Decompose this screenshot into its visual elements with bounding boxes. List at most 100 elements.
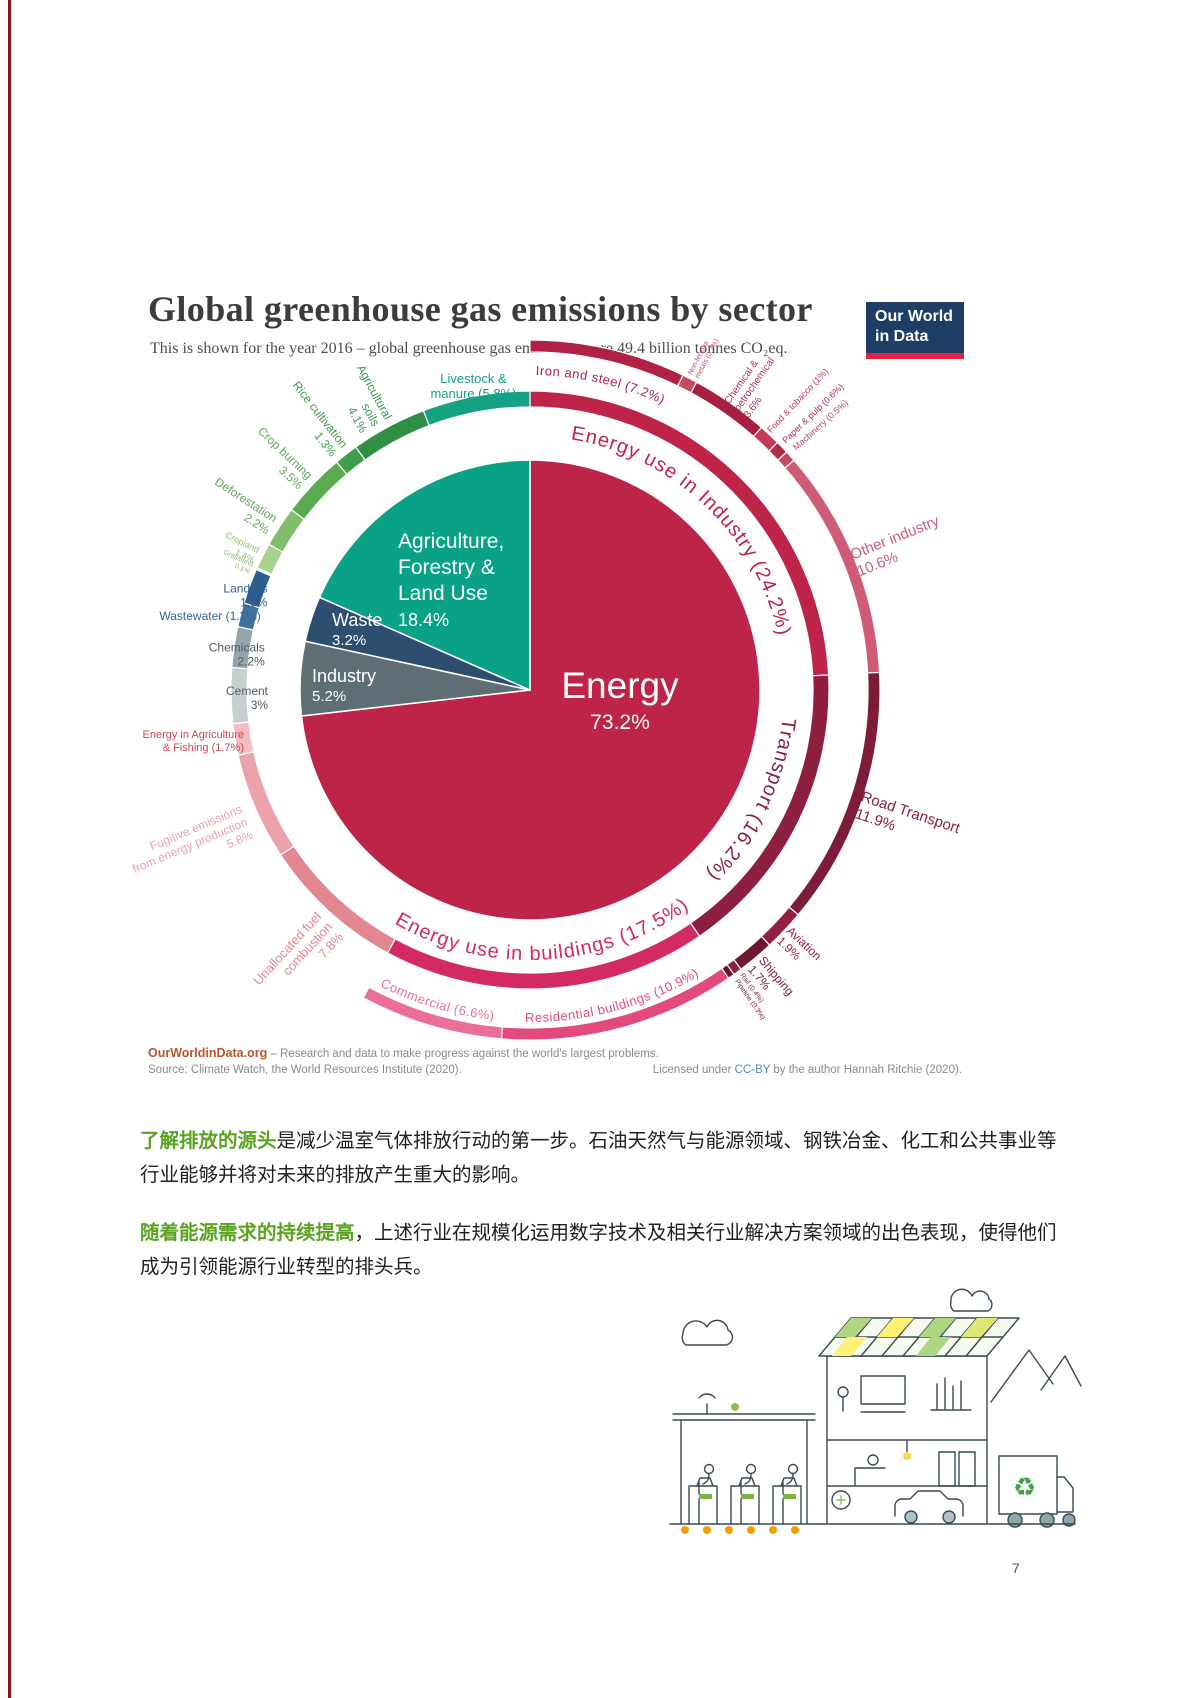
label-path <box>379 436 784 830</box>
recycle-icon: ♻ <box>1013 1473 1036 1503</box>
ring-label: Energy use in Industry (24.2%) <box>570 422 795 638</box>
ring-segment <box>760 906 800 946</box>
pie-slice-label: Energy 73.2% <box>561 665 679 734</box>
ring-label: Aviation1.9% <box>774 924 824 974</box>
chart-footer: OurWorldinData.org – Research and data t… <box>148 1046 962 1076</box>
ring-label: Paper & pulp (0.6%) <box>780 382 845 445</box>
label-path <box>267 723 798 960</box>
ring-segment <box>237 602 260 631</box>
pie-slice-label: Industry 5.2% <box>312 666 376 705</box>
ring-label: Wastewater (1.3%) <box>159 609 261 623</box>
ring-segment <box>290 461 348 521</box>
chart-subtitle: This is shown for the year 2016 – global… <box>150 340 788 357</box>
ring-segment <box>231 625 255 670</box>
ring-segment <box>279 845 397 954</box>
owid-logo-line1: Our World <box>875 308 953 325</box>
label-path <box>240 375 845 706</box>
paragraph-1: 了解排放的源头是减少温室气体排放行动的第一步。石油天然气与能源领域、钢铁冶金、化… <box>140 1124 1076 1192</box>
ring-label: Machinery (0.5%) <box>791 398 850 453</box>
ring-segment <box>243 568 272 609</box>
ring-segment <box>230 666 250 725</box>
label-path <box>229 661 862 1022</box>
ring-segment <box>237 751 295 856</box>
ring-label: Pipeline (0.3%) <box>733 978 766 1021</box>
mountains <box>990 1349 1082 1403</box>
ring-segment <box>422 390 531 427</box>
emissions-sunburst-chart: Energy 73.2% Industry 5.2% Waste 3.2% Agricult… <box>125 338 963 1041</box>
paragraph-2-lead: 随着能源需求的持续提高 <box>140 1222 355 1245</box>
paragraph-2-body: ，上述行业在规模化运用数字技术及相关行业解决方案领域的出色表现，使得他们成为引领… <box>140 1222 1057 1279</box>
dots-row <box>681 1526 799 1534</box>
pie-slice <box>299 640 531 717</box>
ring-label: Agriculturalsoils4.1% <box>329 362 395 435</box>
ring-segment <box>784 459 881 674</box>
chart-title: Global greenhouse gas emissions by secto… <box>148 289 813 329</box>
cc-by-link[interactable]: CC-BY <box>734 1064 771 1076</box>
ring-label: Food & tobacco (1%) <box>765 366 830 434</box>
workstation <box>772 1463 802 1525</box>
label-path <box>459 485 784 944</box>
paragraph-2: 随着能源需求的持续提高，上述行业在规模化运用数字技术及相关行业解决方案领域的出色… <box>140 1216 1076 1284</box>
ring-label: Landfills 1.9% <box>223 582 267 610</box>
ring-segment <box>354 409 430 461</box>
ring-label: Grassland0.1% <box>219 549 254 576</box>
pie-slice <box>318 459 531 692</box>
label-path <box>198 652 827 1022</box>
ring-segment <box>776 451 795 469</box>
ring-label: Cement 3% <box>226 684 269 712</box>
left-margin-rule <box>8 0 11 1698</box>
ring-label: Commercial (6.6%) <box>378 975 495 1023</box>
ring-segment <box>362 986 504 1040</box>
ring-label: Fugitive emissionsfrom energy production… <box>125 802 255 889</box>
ring-label: Residential buildings (10.9%) <box>525 965 701 1025</box>
chart-license: Licensed under CC-BY by the author Hanna… <box>652 1064 962 1076</box>
ring-segment <box>768 441 788 462</box>
owid-footer-tagline: – Research and data to make progress aga… <box>267 1048 659 1060</box>
ring-label: Livestock & manure (5.8%) <box>430 371 516 401</box>
ring-label: Energy in Agriculture & Fishing (1.7%) <box>143 729 245 754</box>
truck: ♻ <box>998 1455 1076 1528</box>
pie-slice <box>300 459 761 921</box>
ring-label: Iron and steel (7.2%) <box>536 363 668 407</box>
page-number: 7 <box>1012 1560 1020 1576</box>
ring-segment <box>732 935 771 971</box>
ring-label: Energy use in buildings (17.5%) <box>392 894 693 965</box>
lamp-icon <box>903 1452 911 1460</box>
ring-segment <box>720 963 735 980</box>
workstation <box>730 1463 760 1525</box>
ring-segment <box>690 381 763 438</box>
ring-label: Chemical &petrochemical3.6% <box>723 349 787 420</box>
pie-slice-label: Waste 3.2% <box>332 610 382 649</box>
ring-segment <box>386 922 701 990</box>
solar-panel-icon <box>818 1317 1020 1357</box>
ring-label: Transport (16.2%) <box>702 717 799 886</box>
ring-label: Chemicals 2.2% <box>209 640 265 668</box>
ring-segment <box>335 446 366 476</box>
owid-logo-line2: in Data <box>875 328 929 345</box>
ring-label: Deforestation2.2% <box>205 475 280 538</box>
ring-segment <box>232 721 255 756</box>
ring-segment <box>788 671 881 916</box>
paragraph-1-body: 是减少温室气体排放行动的第一步。石油天然气与能源领域、钢铁冶金、化工和公共事业等… <box>140 1130 1057 1187</box>
pie-slice <box>304 596 531 691</box>
ring-segment <box>726 958 742 976</box>
ring-label: Road Transport11.9% <box>853 788 963 854</box>
ring-segment <box>689 674 830 938</box>
ring-segment <box>529 390 830 677</box>
paragraph-1-lead: 了解排放的源头 <box>140 1130 277 1152</box>
owid-footer-brand: OurWorldinData.org <box>148 1046 268 1060</box>
ring-segment <box>676 374 698 394</box>
pie-slice-label: Agriculture, Forestry & Land Use 18.4% <box>398 530 504 630</box>
cloud-icon <box>681 1288 993 1346</box>
chart-footer-line2: Source: Climate Watch, the World Resourc… <box>148 1064 962 1076</box>
ring-segment <box>256 543 284 576</box>
ring-label: Other industry10.6% <box>848 512 949 580</box>
ring-label: Rice cultivation1.3% <box>279 378 351 459</box>
body-text: 了解排放的源头是减少温室气体排放行动的第一步。石油天然气与能源领域、钢铁冶金、化… <box>140 1124 1076 1285</box>
bird-icon <box>731 1403 739 1411</box>
ring-segment <box>255 567 273 577</box>
ring-label: Cropland1.4% <box>219 530 261 565</box>
ring-label: Unallocated fuelcombustion7.8% <box>250 909 346 1008</box>
workstation <box>688 1463 718 1525</box>
owid-logo: Our World in Data <box>866 302 964 359</box>
